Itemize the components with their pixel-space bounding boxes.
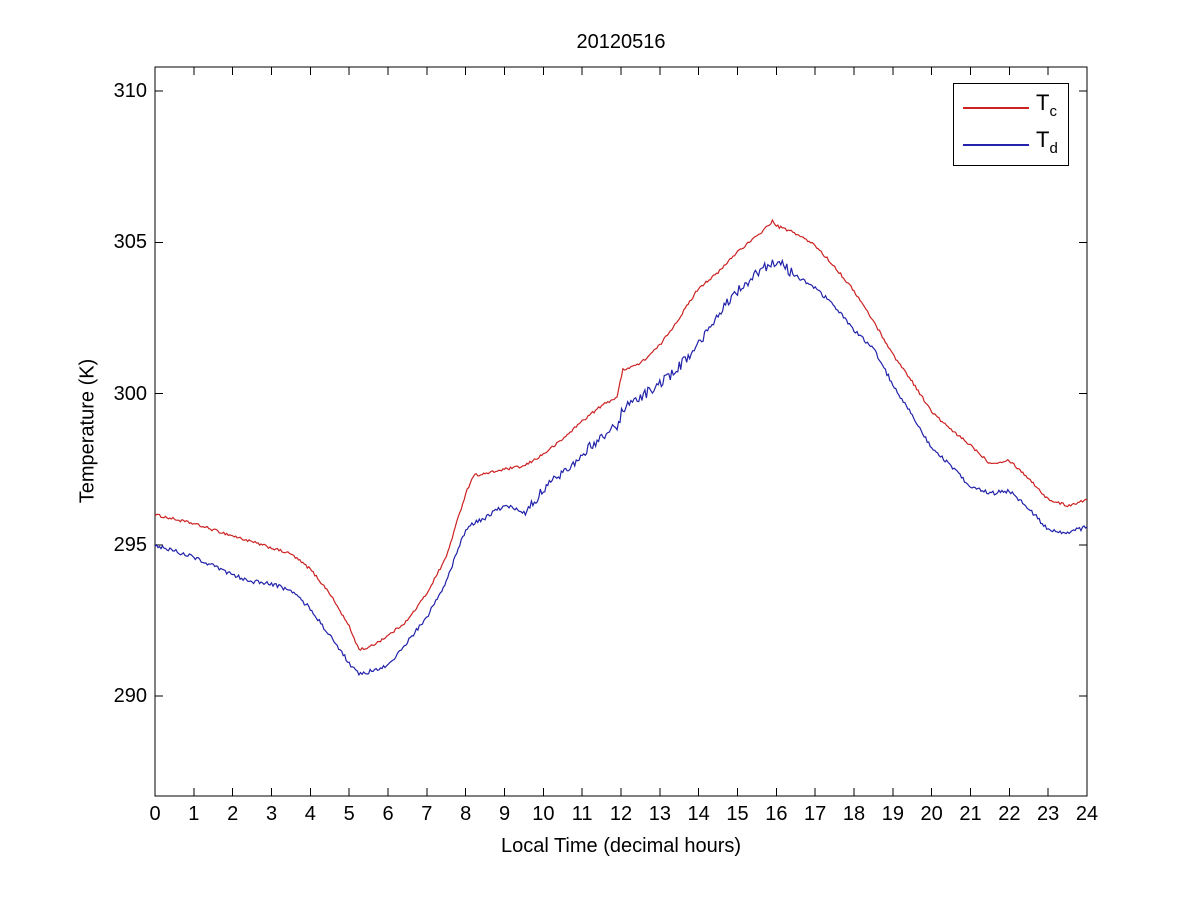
x-tick-label: 2 (227, 803, 239, 825)
legend-line-sample-blue (963, 143, 1029, 146)
x-tick-label: 22 (998, 803, 1021, 825)
x-tick-label: 6 (382, 803, 394, 825)
x-tick-label: 12 (609, 803, 633, 825)
x-tick-label: 18 (842, 803, 866, 825)
chart-title: 20120516 (576, 31, 666, 53)
x-tick-label: 11 (571, 803, 593, 825)
x-tick-label: 23 (1037, 803, 1060, 825)
legend-entry-td: Td (954, 126, 1068, 163)
y-axis-label: Temperature (K) (76, 358, 99, 504)
x-tick-label: 9 (498, 803, 511, 825)
x-tick-label: 15 (726, 803, 749, 825)
x-tick-label: 21 (959, 803, 982, 825)
x-tick-label: 1 (188, 803, 200, 825)
x-axis-label: Local Time (decimal hours) (500, 835, 742, 857)
legend-label-tc: Tc (1036, 90, 1057, 121)
legend-label-td: Td (1036, 127, 1058, 158)
y-tick-label: 300 (113, 382, 147, 405)
y-tick-label: 305 (113, 231, 147, 254)
legend-line-sample-red (963, 106, 1029, 109)
x-tick-label: 5 (343, 803, 355, 825)
x-tick-label: 19 (881, 803, 904, 825)
x-tick-label: 0 (149, 803, 161, 825)
x-tick-label: 10 (532, 803, 555, 825)
x-tick-label: 8 (460, 803, 472, 825)
legend-box: Tc Td (953, 83, 1069, 166)
x-tick-label: 14 (687, 803, 710, 825)
x-tick-label: 13 (648, 803, 671, 825)
legend-entry-tc: Tc (954, 89, 1068, 126)
x-tick-label: 24 (1075, 803, 1099, 825)
x-tick-label: 16 (765, 803, 788, 825)
y-tick-label: 295 (113, 533, 147, 556)
y-tick-label: 290 (113, 685, 147, 708)
y-tick-label: 310 (113, 80, 147, 103)
x-tick-label: 3 (265, 803, 278, 825)
x-tick-label: 4 (304, 803, 316, 825)
x-tick-label: 17 (804, 803, 827, 825)
x-tick-label: 20 (920, 803, 943, 825)
x-tick-label: 7 (421, 803, 433, 825)
